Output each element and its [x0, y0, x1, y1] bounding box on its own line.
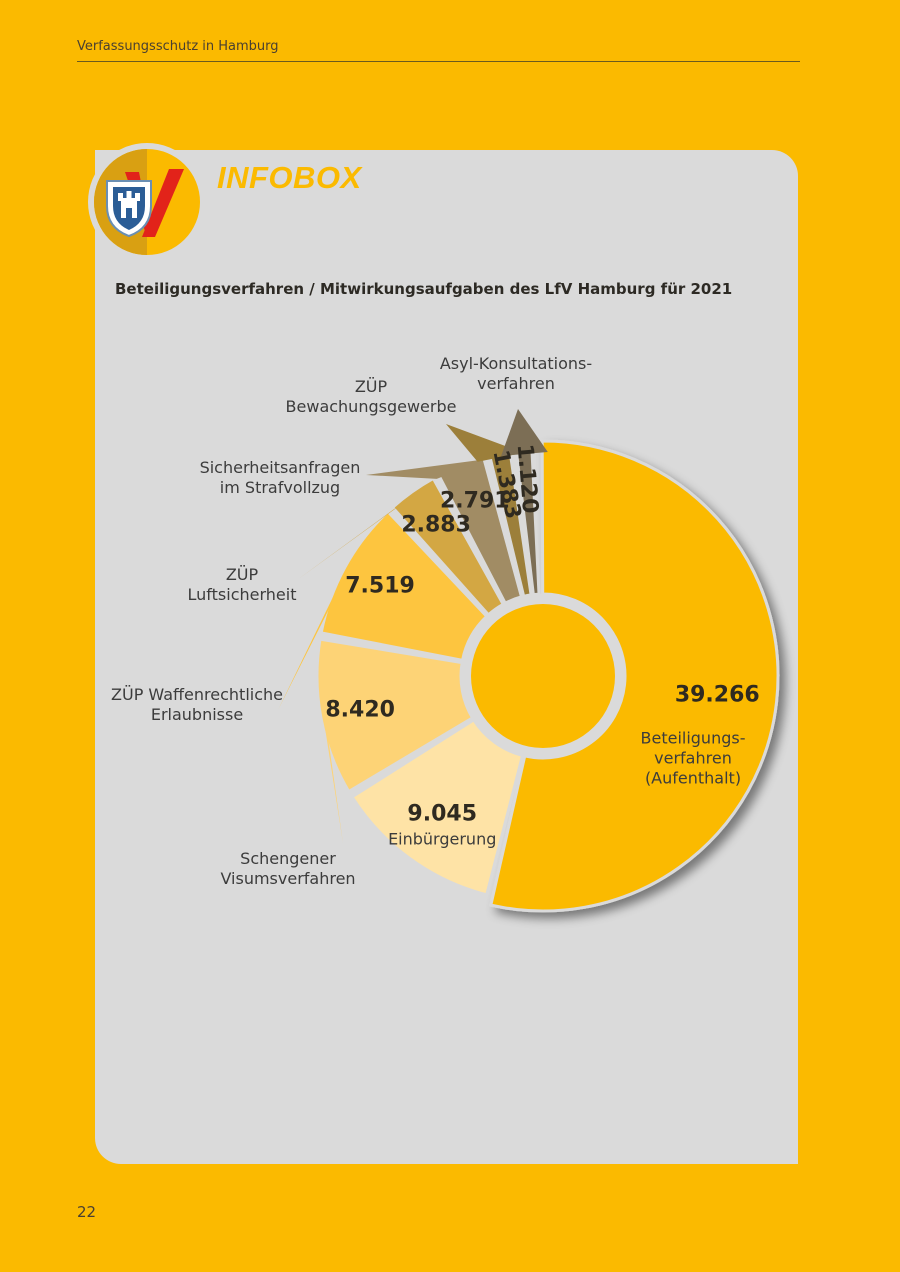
- slice-value-label: 39.266: [675, 682, 760, 707]
- slice-category-label: Beteiligungs-verfahren (Aufenthalt): [641, 728, 746, 787]
- slice-category-label: ZÜP Luftsicherheit: [188, 565, 297, 604]
- slice-callout-pointer: [278, 544, 362, 710]
- slice-callout-pointer: [297, 478, 437, 580]
- header-rule: [77, 61, 800, 62]
- infobox-label: INFOBOX: [217, 160, 362, 195]
- slice-category-label: ZÜP Bewachungsgewerbe: [286, 377, 457, 416]
- page-number: 22: [77, 1203, 97, 1221]
- slice-category-label: ZÜP Waffenrechtliche Erlaubnisse: [111, 685, 283, 724]
- slice-value-label: 2.791: [440, 488, 510, 513]
- slice-callout-pointer: [319, 694, 343, 843]
- slice-category-label: Schengener Visumsverfahren: [220, 849, 355, 888]
- running-head: Verfassungsschutz in Hamburg: [77, 39, 279, 54]
- chart-title: Beteiligungsverfahren / Mitwirkungsaufga…: [115, 280, 733, 298]
- verfassungsschutz-logo-icon: [87, 142, 207, 262]
- slice-callout-pointer: [501, 409, 548, 456]
- slice-value-label: 7.519: [345, 573, 415, 598]
- slice-value-label: 9.045: [407, 801, 477, 826]
- slice-category-label: Sicherheitsanfragen im Strafvollzug: [200, 458, 361, 497]
- slice-callout-pointer: [366, 458, 488, 479]
- donut-center-disc: [471, 604, 615, 748]
- slice-value-label: 2.883: [401, 513, 471, 538]
- slice-category-label: Asyl-Konsultations-verfahren: [440, 354, 592, 393]
- slice-category-label: Einbürgerung: [388, 829, 496, 848]
- slice-value-label: 1.120: [512, 443, 543, 514]
- slice-value-label: 8.420: [325, 697, 395, 722]
